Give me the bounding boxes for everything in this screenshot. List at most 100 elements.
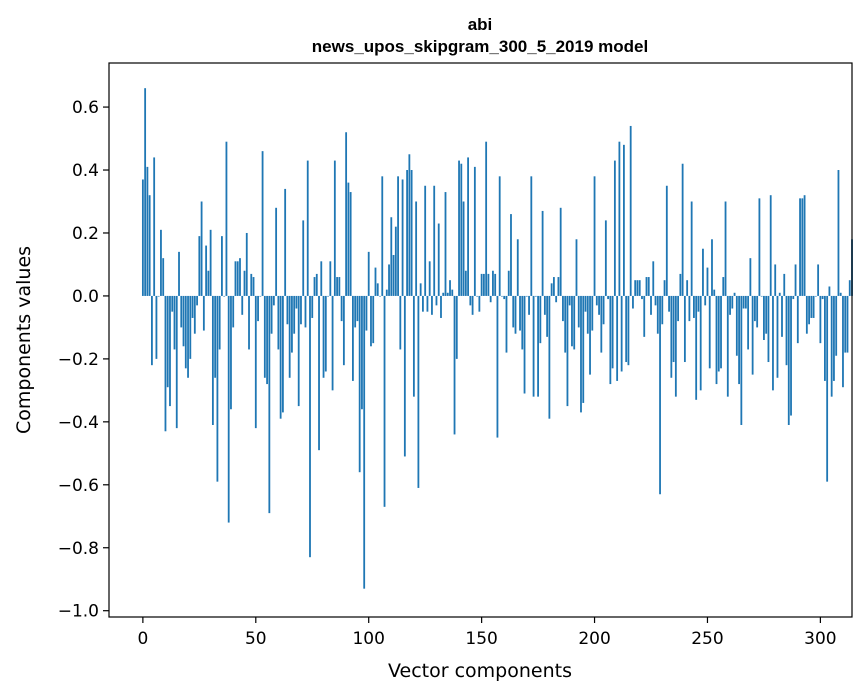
y-axis-label: Components values: [13, 246, 35, 434]
bar-263: [735, 295, 738, 356]
bar-268: [747, 295, 750, 350]
bar-228: [656, 295, 659, 334]
bar-218: [634, 280, 637, 296]
bar-17: [180, 295, 183, 328]
bar-91: [347, 182, 350, 296]
bar-165: [514, 295, 517, 334]
bar-217: [632, 295, 634, 309]
bar-283: [781, 295, 783, 337]
bar-298: [814, 295, 817, 297]
x-tick-label: 100: [352, 629, 384, 649]
bar-14: [173, 295, 176, 350]
bar-279: [772, 295, 774, 391]
bar-252: [711, 239, 713, 296]
bar-191: [573, 295, 576, 350]
bar-19: [184, 295, 187, 369]
bar-15: [175, 295, 178, 429]
bar-117: [406, 170, 409, 296]
bar-181: [550, 283, 553, 296]
bar-253: [713, 289, 716, 296]
bar-173: [532, 295, 535, 397]
bar-171: [528, 295, 530, 315]
y-tick-label: 0.0: [72, 287, 99, 307]
bar-166: [516, 239, 519, 296]
bar-231: [663, 280, 666, 296]
bar-94: [354, 295, 357, 328]
bar-219: [636, 280, 639, 296]
bar-12: [169, 295, 171, 407]
bar-52: [259, 295, 262, 297]
bar-95: [356, 295, 359, 322]
bar-60: [277, 295, 280, 350]
bar-78: [318, 295, 320, 451]
bar-7: [157, 295, 160, 297]
bar-34: [218, 295, 221, 350]
bar-146: [471, 295, 474, 315]
bar-111: [392, 255, 395, 296]
bar-311: [844, 295, 847, 353]
bar-238: [679, 273, 682, 296]
bar-288: [792, 295, 795, 300]
bar-47: [248, 295, 250, 350]
bar-296: [810, 295, 813, 318]
bar-225: [650, 295, 652, 315]
bar-128: [431, 295, 433, 315]
bar-20: [187, 295, 189, 378]
bar-168: [521, 295, 524, 350]
bar-309: [839, 292, 842, 296]
bar-41: [234, 261, 237, 296]
bar-208: [611, 295, 614, 369]
bar-179: [546, 295, 549, 337]
bar-31: [211, 295, 214, 425]
bar-278: [769, 195, 772, 296]
bar-0: [141, 179, 144, 296]
bar-63: [284, 188, 287, 296]
bar-293: [803, 195, 806, 296]
bar-276: [765, 295, 768, 334]
bar-54: [263, 295, 266, 378]
bar-164: [512, 295, 515, 328]
bar-202: [598, 295, 600, 315]
bar-210: [616, 295, 619, 381]
bar-56: [268, 295, 271, 514]
bar-13: [171, 295, 174, 312]
bar-4: [151, 295, 153, 366]
bar-42: [236, 261, 239, 296]
y-tick-label: 0.6: [72, 98, 99, 118]
bar-1: [144, 88, 147, 296]
bar-285: [785, 295, 788, 366]
y-tick-label: −0.8: [58, 539, 99, 559]
bar-310: [842, 295, 844, 388]
bar-266: [742, 295, 745, 309]
bar-262: [733, 292, 736, 296]
bar-127: [428, 261, 431, 296]
bar-152: [485, 141, 488, 296]
bar-239: [681, 163, 684, 296]
bar-178: [543, 295, 546, 315]
bar-106: [381, 176, 384, 296]
bar-227: [654, 295, 657, 306]
y-tick-label: −0.4: [58, 413, 99, 433]
bar-142: [462, 201, 465, 296]
bar-201: [595, 295, 598, 306]
bar-136: [449, 280, 451, 296]
x-tick-label: 150: [465, 629, 497, 649]
bar-159: [501, 295, 503, 297]
bar-198: [589, 295, 591, 375]
bar-72: [304, 295, 307, 328]
bar-235: [672, 295, 675, 363]
bar-150: [480, 273, 483, 296]
bar-90: [345, 132, 348, 296]
bar-108: [385, 289, 388, 296]
bar-254: [715, 295, 718, 385]
x-tick-label: 50: [245, 629, 267, 649]
bar-292: [801, 198, 804, 296]
bar-156: [494, 273, 497, 296]
bar-277: [767, 295, 770, 363]
bar-58: [272, 295, 275, 306]
bar-204: [602, 295, 605, 325]
bar-287: [790, 295, 792, 416]
bar-37: [225, 141, 228, 296]
bar-62: [281, 295, 284, 413]
bar-190: [571, 295, 573, 347]
